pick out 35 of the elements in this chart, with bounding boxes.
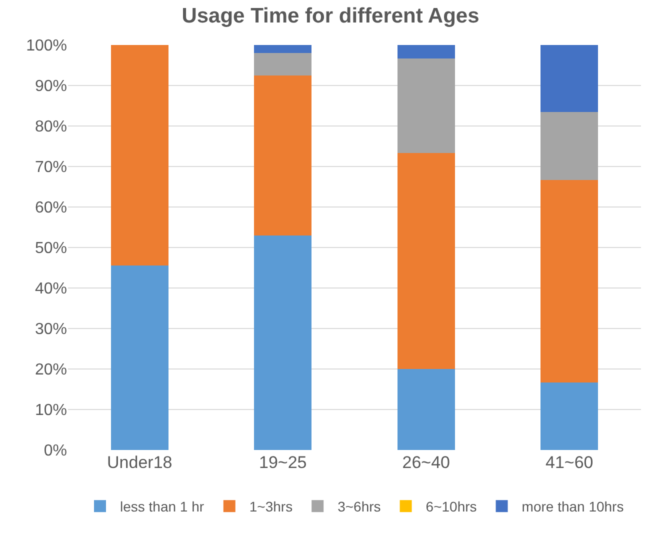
bar <box>254 75 312 236</box>
x-tick-label: 26~40 <box>402 453 450 472</box>
bar <box>540 180 598 382</box>
legend-label: more than 10hrs <box>522 498 624 515</box>
y-tick-label: 30% <box>34 321 67 338</box>
y-tick-label: 40% <box>34 280 67 298</box>
legend-label: less than 1 hr <box>120 498 204 515</box>
bar <box>397 369 455 450</box>
bar <box>397 58 455 154</box>
y-tick-label: 70% <box>34 159 67 176</box>
bar <box>110 45 168 266</box>
legend-label: 3~6hrs <box>338 498 381 515</box>
legend-label: 1~3hrs <box>249 498 293 515</box>
legend-label: 6~10hrs <box>426 498 477 515</box>
y-tick-label: 20% <box>34 362 67 379</box>
bar <box>254 45 312 54</box>
bar <box>110 266 168 450</box>
x-tick-label: Under18 <box>107 453 172 472</box>
bar <box>540 45 598 112</box>
bar <box>254 235 312 450</box>
y-tick-label: 10% <box>34 402 67 420</box>
bar <box>397 45 455 58</box>
y-tick-label: 90% <box>34 78 67 96</box>
y-tick-label: 0% <box>44 442 67 460</box>
y-tick-label: 50% <box>34 240 67 258</box>
x-tick-label: 41~60 <box>546 453 594 472</box>
bar <box>397 153 455 369</box>
y-tick-label: 60% <box>34 200 67 217</box>
chart-title: Usage Time for different Ages <box>182 4 480 28</box>
bar <box>254 53 312 76</box>
bar <box>540 382 598 450</box>
bar <box>540 112 598 180</box>
y-tick-label: 100% <box>26 38 67 55</box>
y-tick-label: 80% <box>34 118 67 136</box>
x-tick-label: 19~25 <box>259 453 307 472</box>
